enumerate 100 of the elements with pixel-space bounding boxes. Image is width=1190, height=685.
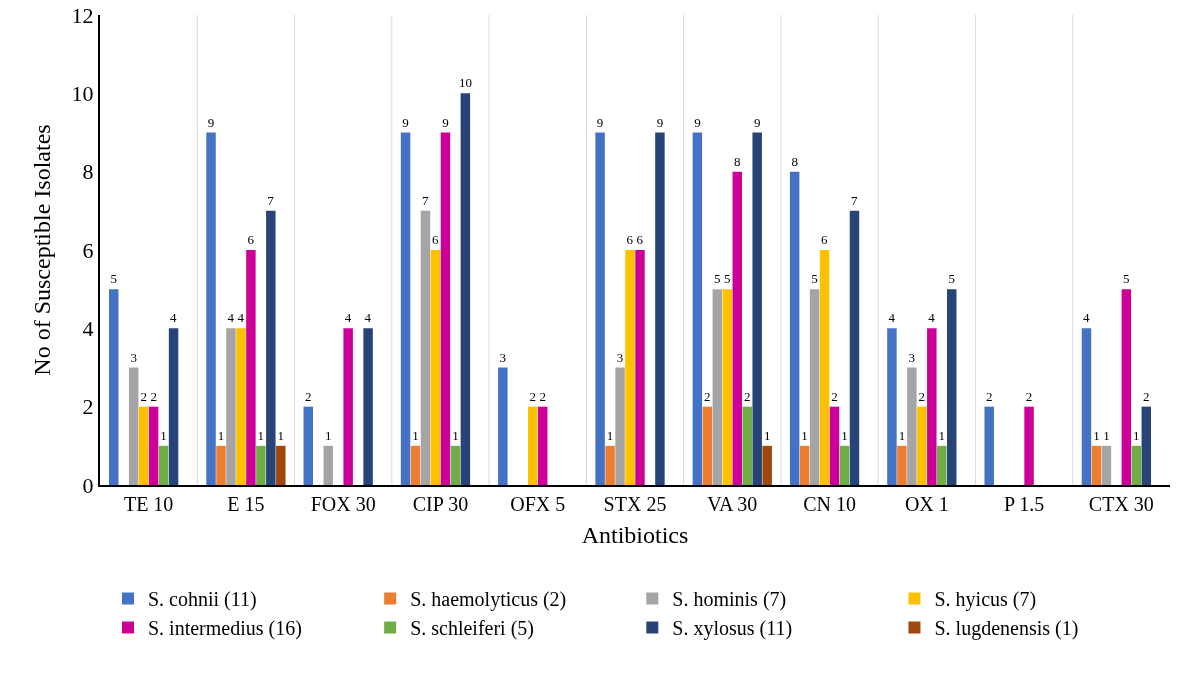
data-label: 5 (1123, 271, 1130, 287)
bar (722, 289, 733, 485)
bar (615, 367, 625, 485)
bar (420, 210, 431, 485)
x-tick-label: OX 1 (904, 493, 949, 515)
data-label: 1 (938, 427, 946, 443)
data-label: 6 (247, 232, 255, 247)
bar (1091, 445, 1102, 485)
bar (917, 406, 927, 485)
bar (450, 445, 461, 485)
legend-label: S. xylosus (11) (672, 617, 793, 641)
x-tick-label: CTX 30 (1088, 493, 1154, 515)
bar (216, 445, 226, 485)
data-label: 2 (529, 388, 536, 404)
bar (226, 328, 236, 485)
bar (595, 132, 605, 485)
bar (410, 445, 421, 485)
x-tick-label: VA 30 (707, 493, 758, 515)
bar (947, 289, 957, 485)
data-label: 7 (850, 192, 858, 208)
data-label: 4 (1082, 310, 1090, 326)
data-label: 9 (596, 114, 604, 130)
bar (702, 406, 713, 485)
data-label: 9 (656, 114, 664, 130)
y-tick-label: 4 (82, 316, 94, 342)
data-label: 5 (948, 271, 955, 287)
data-label: 4 (237, 310, 245, 326)
bar (732, 171, 742, 485)
x-tick-label: CIP 30 (412, 493, 469, 515)
data-label: 4 (888, 310, 896, 326)
x-tick-label: E 15 (227, 493, 265, 515)
bar (1024, 406, 1034, 485)
data-label: 4 (227, 310, 235, 326)
bar (692, 132, 703, 485)
legend-label: S. intermedius (16) (148, 617, 302, 641)
bar (460, 93, 471, 485)
x-tick-label: P 1.5 (1003, 493, 1045, 515)
y-tick-label: 8 (82, 159, 94, 185)
y-tick-label: 12 (71, 2, 94, 28)
data-label: 2 (305, 388, 312, 404)
bar (256, 445, 266, 485)
x-tick-label: STX 25 (603, 493, 667, 515)
bar (1101, 445, 1112, 485)
bar (789, 171, 800, 485)
data-label: 2 (704, 388, 711, 404)
y-axis-title: No of Susceptible Isolates (29, 124, 56, 376)
bar (712, 289, 723, 485)
data-label: 1 (1133, 427, 1140, 443)
data-label: 4 (364, 310, 372, 326)
bar (148, 406, 159, 485)
data-label: 6 (636, 232, 644, 247)
bar (625, 250, 635, 485)
bar (1121, 289, 1132, 485)
data-label: 2 (918, 388, 926, 404)
bar (799, 445, 810, 485)
bar (849, 210, 860, 485)
legend-label: S. lugdenensis (1) (934, 617, 1079, 641)
data-label: 1 (217, 427, 225, 443)
bar (907, 367, 917, 485)
bar (236, 328, 246, 485)
data-label: 2 (539, 388, 546, 404)
bar (440, 132, 451, 485)
bar (829, 406, 840, 485)
data-label: 5 (714, 271, 721, 287)
bar (809, 289, 820, 485)
data-label: 2 (985, 388, 993, 404)
data-label: 10 (458, 75, 472, 91)
y-tick-label: 6 (82, 237, 94, 263)
data-label: 5 (724, 271, 731, 287)
bar (168, 328, 179, 485)
bar (343, 328, 353, 485)
data-label: 4 (170, 310, 178, 326)
data-label: 9 (442, 114, 449, 130)
data-label: 3 (616, 349, 624, 365)
data-label: 6 (626, 232, 634, 247)
bar (206, 132, 216, 485)
legend-label: S. cohnii (11) (148, 588, 257, 612)
data-label: 7 (421, 192, 429, 208)
data-label: 1 (160, 427, 167, 443)
data-label: 1 (1103, 427, 1110, 443)
data-label: 2 (140, 388, 147, 404)
legend-label: S. haemolyticus (2) (410, 588, 567, 612)
bar (537, 406, 548, 485)
bar (303, 406, 314, 485)
bar (984, 406, 994, 485)
data-label: 4 (344, 310, 352, 326)
bar (635, 250, 645, 485)
bar (430, 250, 441, 485)
data-label: 2 (150, 388, 157, 404)
data-label: 9 (753, 114, 761, 130)
bar (266, 210, 276, 485)
data-label: 5 (110, 271, 117, 287)
data-label: 1 (801, 427, 808, 443)
bar (605, 445, 615, 485)
legend-label: S. hyicus (7) (934, 588, 1037, 612)
bar (1131, 445, 1142, 485)
data-label: 1 (898, 427, 906, 443)
bar (138, 406, 149, 485)
data-label: 8 (734, 153, 741, 169)
y-tick-label: 2 (82, 394, 94, 420)
